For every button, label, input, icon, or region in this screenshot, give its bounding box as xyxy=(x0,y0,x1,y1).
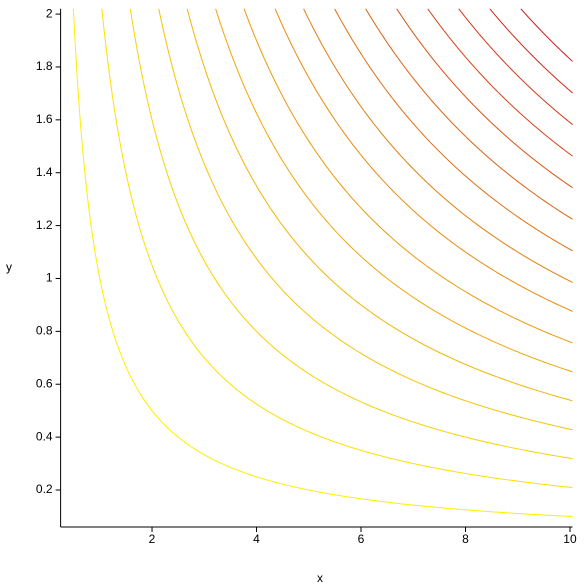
y-tick-label: 0.6 xyxy=(36,376,53,390)
contour-line xyxy=(101,8,573,489)
y-tick-label: 1.8 xyxy=(36,59,53,73)
contour-line xyxy=(72,8,573,518)
y-tick-label: 1.2 xyxy=(36,218,53,232)
contour-line xyxy=(365,8,573,220)
x-axis-label: x xyxy=(317,571,323,585)
y-tick-label: 2 xyxy=(46,6,53,20)
y-tick-label: 0.2 xyxy=(36,482,53,496)
y-tick-label: 1.6 xyxy=(36,112,53,126)
x-tick-label: 2 xyxy=(149,532,156,546)
contour-line xyxy=(427,8,573,157)
y-axis-label: y xyxy=(6,260,12,274)
contour-line xyxy=(215,8,573,373)
contour-line xyxy=(129,8,573,460)
x-tick-label: 4 xyxy=(253,532,260,546)
y-tick-label: 0.8 xyxy=(36,324,53,338)
x-tick-label: 6 xyxy=(358,532,365,546)
contour-line xyxy=(489,8,573,94)
contour-line xyxy=(458,8,573,125)
x-tick-label: 8 xyxy=(462,532,469,546)
y-tick-label: 1 xyxy=(46,271,53,285)
contour-line xyxy=(396,8,573,189)
x-tick-label: 10 xyxy=(563,532,577,546)
y-tick-label: 1.4 xyxy=(36,165,53,179)
contour-line xyxy=(243,8,573,344)
y-tick-label: 0.4 xyxy=(36,429,53,443)
contour-line xyxy=(274,8,573,312)
contour-line xyxy=(303,8,573,283)
contour-line xyxy=(334,8,573,252)
contour-line xyxy=(158,8,573,431)
contour-line xyxy=(186,8,573,402)
contour-line xyxy=(520,8,573,62)
